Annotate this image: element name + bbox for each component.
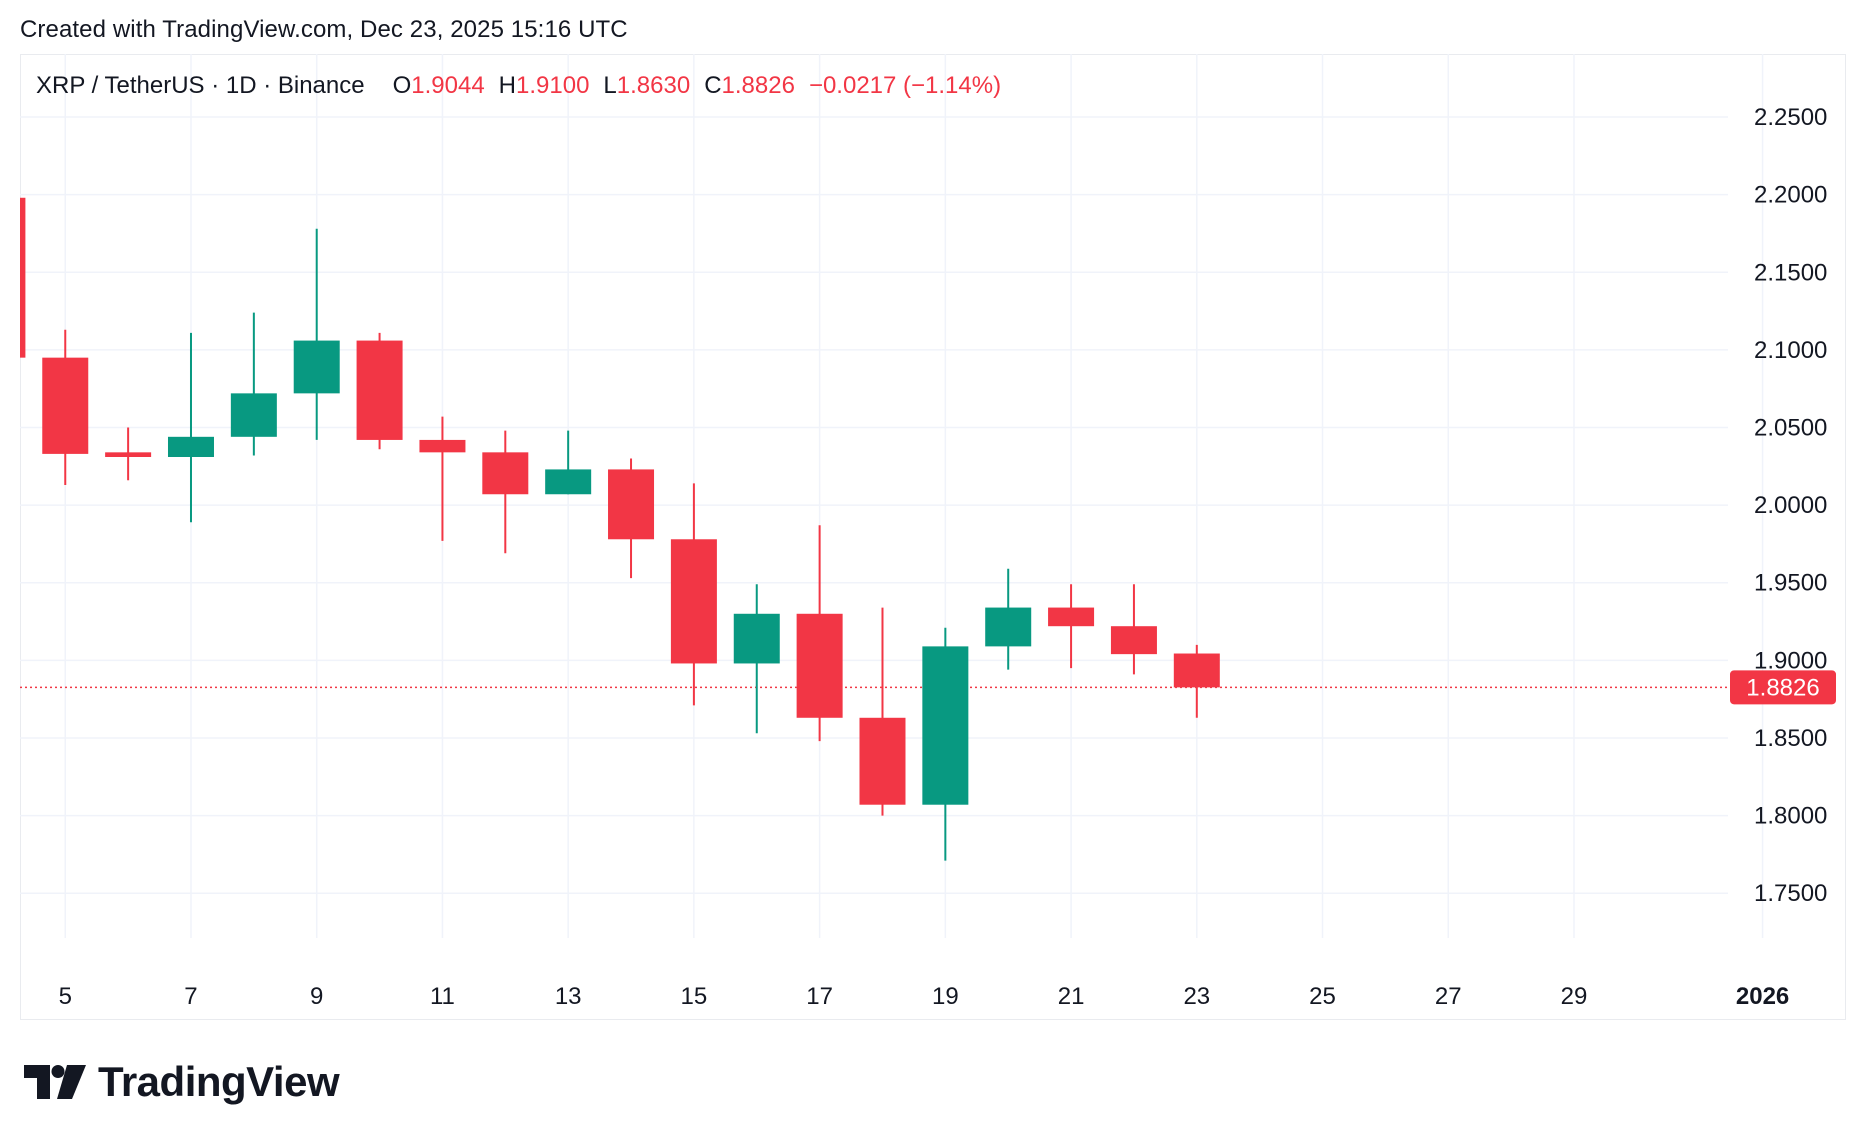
- candle: [1110, 584, 1157, 675]
- time-axis: 5 7 9 11 13 15 17 19 21 23 25 27 29 2026: [59, 983, 1790, 1010]
- candle: [356, 332, 403, 450]
- candle: [419, 416, 466, 541]
- price-axis: 2.2500 2.2000 2.1500 2.1000 2.0500 2.0000 1.95…: [1730, 104, 1836, 907]
- candle: [20, 197, 26, 358]
- low-value: 1.8630: [616, 72, 691, 99]
- close-value: 1.8826: [721, 72, 795, 99]
- low-label: L: [603, 72, 617, 99]
- open-label: O: [392, 72, 412, 99]
- tradingview-logo-icon: [24, 1065, 86, 1099]
- last-price-badge: [1730, 670, 1836, 705]
- candle-body: [167, 436, 214, 457]
- grid-lines: [20, 54, 1764, 938]
- candle: [985, 568, 1032, 670]
- time-tick-label: 19: [932, 983, 959, 1010]
- time-tick-label: 23: [1183, 983, 1210, 1010]
- candle-body: [922, 646, 969, 805]
- candle: [733, 584, 780, 734]
- price-tick-label: 1.8000: [1754, 803, 1827, 830]
- symbol-label: XRP / TetherUS · 1D · Binance: [36, 72, 365, 99]
- candle: [859, 607, 906, 816]
- time-tick-label: 29: [1561, 983, 1588, 1010]
- candle: [608, 458, 655, 579]
- candle-body: [1173, 653, 1220, 688]
- candle-body: [670, 539, 717, 664]
- price-tick-label: 1.9500: [1754, 570, 1827, 597]
- candle-body: [1048, 607, 1095, 627]
- candle-body: [733, 613, 780, 664]
- candle-body: [859, 717, 906, 805]
- tradingview-wordmark: TradingView: [98, 1058, 340, 1105]
- price-tick-label: 2.1500: [1754, 259, 1827, 286]
- candle-body: [42, 357, 89, 454]
- price-tick-label: 1.8500: [1754, 725, 1827, 752]
- price-tick-label: 2.0500: [1754, 415, 1827, 442]
- price-tick-label: 2.1000: [1754, 337, 1827, 364]
- change-value: −0.0217 (−1.14%): [808, 72, 1002, 99]
- price-tick-label: 2.2000: [1754, 182, 1827, 209]
- time-tick-label: 7: [184, 983, 197, 1010]
- candle: [545, 430, 592, 495]
- price-tick-label: 2.2500: [1754, 104, 1827, 131]
- candle-body: [985, 607, 1032, 647]
- candle-body: [608, 469, 655, 540]
- time-tick-label: 27: [1435, 983, 1462, 1010]
- time-tick-label: 11: [430, 983, 455, 1010]
- candles: [20, 197, 1220, 861]
- open-value: 1.9044: [411, 72, 485, 99]
- price-tick-label: 2.0000: [1754, 492, 1827, 519]
- time-tick-label: 21: [1058, 983, 1085, 1010]
- candle: [796, 525, 843, 742]
- time-tick-label: 5: [59, 983, 72, 1010]
- time-tick-label: 9: [310, 983, 323, 1010]
- price-tick-label: 1.7500: [1754, 880, 1827, 907]
- candle-body: [293, 340, 340, 394]
- time-tick-label: 2026: [1736, 983, 1789, 1010]
- candle: [167, 332, 214, 523]
- candle: [105, 427, 152, 481]
- candle-body: [419, 439, 466, 453]
- tradingview-logo[interactable]: TradingView: [24, 1058, 340, 1106]
- candle: [482, 430, 529, 554]
- candle-body: [796, 613, 843, 718]
- created-with-caption: Created with TradingView.com, Dec 23, 20…: [20, 16, 628, 43]
- time-tick-label: 25: [1309, 983, 1336, 1010]
- price-tick-label: 1.9000: [1754, 647, 1827, 674]
- last-price-label: 1.8826: [1746, 674, 1819, 701]
- candle: [922, 627, 969, 861]
- chart-frame: [20, 54, 1846, 1020]
- candle-body: [545, 469, 592, 495]
- time-tick-label: 13: [555, 983, 582, 1010]
- candle: [42, 329, 89, 485]
- time-tick-label: 15: [681, 983, 708, 1010]
- candle-body: [230, 393, 277, 437]
- candle: [1048, 584, 1095, 669]
- candle-body: [482, 452, 529, 495]
- candle-body: [20, 197, 26, 358]
- high-label: H: [498, 72, 517, 99]
- candle: [230, 312, 277, 456]
- candle: [293, 228, 340, 440]
- close-label: C: [704, 72, 722, 99]
- candle-body: [105, 452, 152, 457]
- candle-body: [356, 340, 403, 440]
- high-value: 1.9100: [516, 72, 590, 99]
- candle-body: [1110, 626, 1157, 655]
- candle: [1173, 644, 1220, 718]
- time-tick-label: 17: [806, 983, 833, 1010]
- candle: [670, 483, 717, 706]
